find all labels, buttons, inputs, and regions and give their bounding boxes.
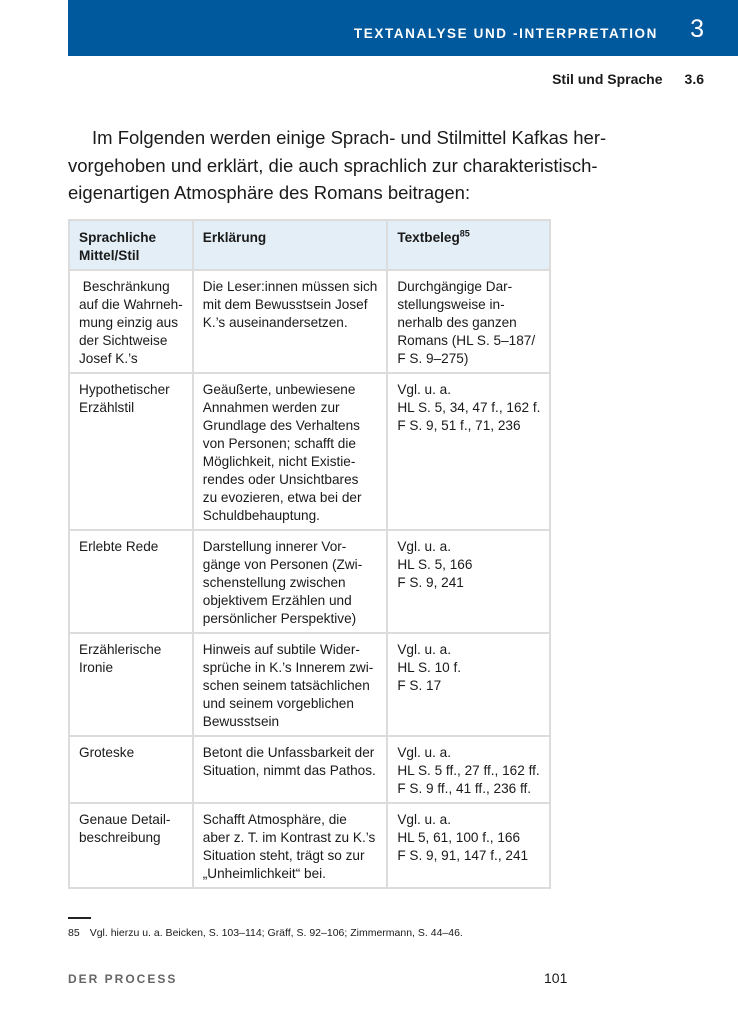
header-explanation: Erklärung [191,219,389,271]
cell-explanation: Die Leser:innen müssen sich mit dem Bewu… [191,269,389,374]
cell-explanation: Darstellung innerer Vor- gänge von Perso… [191,529,389,634]
cell-evidence: Vgl. u. a. HL S. 10 f. F S. 17 [386,632,552,737]
table-row: Hypothetischer Erzählstil Geäußerte, unbe… [68,372,552,531]
cell-explanation: Betont die Unfassbarkeit der Situation, … [191,735,389,804]
intro-line: vorgehoben und erklärt, die auch sprachl… [68,154,598,176]
footnote: 85 Vgl. hierzu u. a. Beicken, S. 103–114;… [68,927,463,939]
table-header-row: Sprachliche Mittel/Stil Erklärung Textbe… [68,219,552,271]
table-row: Erzählerische Ironie Hinweis auf subtile … [68,632,552,737]
cell-evidence: Vgl. u. a. HL 5, 61, 100 f., 166 F S. 9,… [386,802,552,889]
cell-evidence: Durchgängige Dar- stellungsweise in- ner… [386,269,552,374]
cell-device: Groteske [68,735,194,804]
intro-line: eigenartigen Atmosphäre des Romans beitr… [68,182,471,203]
section-title: Stil und Sprache [552,71,663,87]
header-evidence: Textbeleg85 [386,219,552,271]
cell-explanation: Hinweis auf subtile Wider- sprüche in K.… [191,632,389,737]
page-number: 101 [544,970,568,986]
chapter-number: 3 [690,15,704,43]
table-row: Erlebte Rede Darstellung innerer Vor- gän… [68,529,552,634]
section-heading: Stil und Sprache 3.6 [552,71,704,87]
cell-evidence: Vgl. u. a. HL S. 5, 34, 47 f., 162 f. F … [386,372,552,531]
cell-device: Hypothetischer Erzählstil [68,372,194,531]
cell-device: Erlebte Rede [68,529,194,634]
footnote-number: 85 [68,927,80,939]
cell-device: Beschränkung auf die Wahrneh- mung einzi… [68,269,194,374]
chapter-header-band: TEXTANALYSE UND -INTERPRETATION 3 [68,0,738,56]
cell-device: Genaue Detail- beschreibung [68,802,194,889]
stylistic-devices-table: Sprachliche Mittel/Stil Erklärung Textbe… [68,219,552,889]
footnote-ref: 85 [459,228,470,239]
book-title: DER PROCESS [68,972,178,986]
table-row: Beschränkung auf die Wahrneh- mung einzi… [68,269,552,374]
table-row: Groteske Betont die Unfassbarkeit der Sit… [68,735,552,804]
header-evidence-label: Textbeleg [397,230,460,245]
intro-paragraph: Im Folgenden werden einige Sprach- und S… [68,124,606,207]
cell-evidence: Vgl. u. a. HL S. 5 ff., 27 ff., 162 ff. … [386,735,552,804]
cell-device: Erzählerische Ironie [68,632,194,737]
cell-explanation: Schafft Atmosphäre, die aber z. T. im Ko… [191,802,389,889]
footnote-text: Vgl. hierzu u. a. Beicken, S. 103–114; G… [89,927,463,939]
cell-explanation: Geäußerte, unbewiesene Annahmen werden z… [191,372,389,531]
intro-line: Im Folgenden werden einige Sprach- und S… [92,127,607,148]
cell-evidence: Vgl. u. a. HL S. 5, 166 F S. 9, 241 [386,529,552,634]
section-number: 3.6 [684,71,704,87]
header-device: Sprachliche Mittel/Stil [68,219,194,271]
footnote-rule [68,917,91,919]
table-row: Genaue Detail- beschreibung Schafft Atmos… [68,802,552,889]
chapter-title: TEXTANALYSE UND -INTERPRETATION [353,26,658,41]
